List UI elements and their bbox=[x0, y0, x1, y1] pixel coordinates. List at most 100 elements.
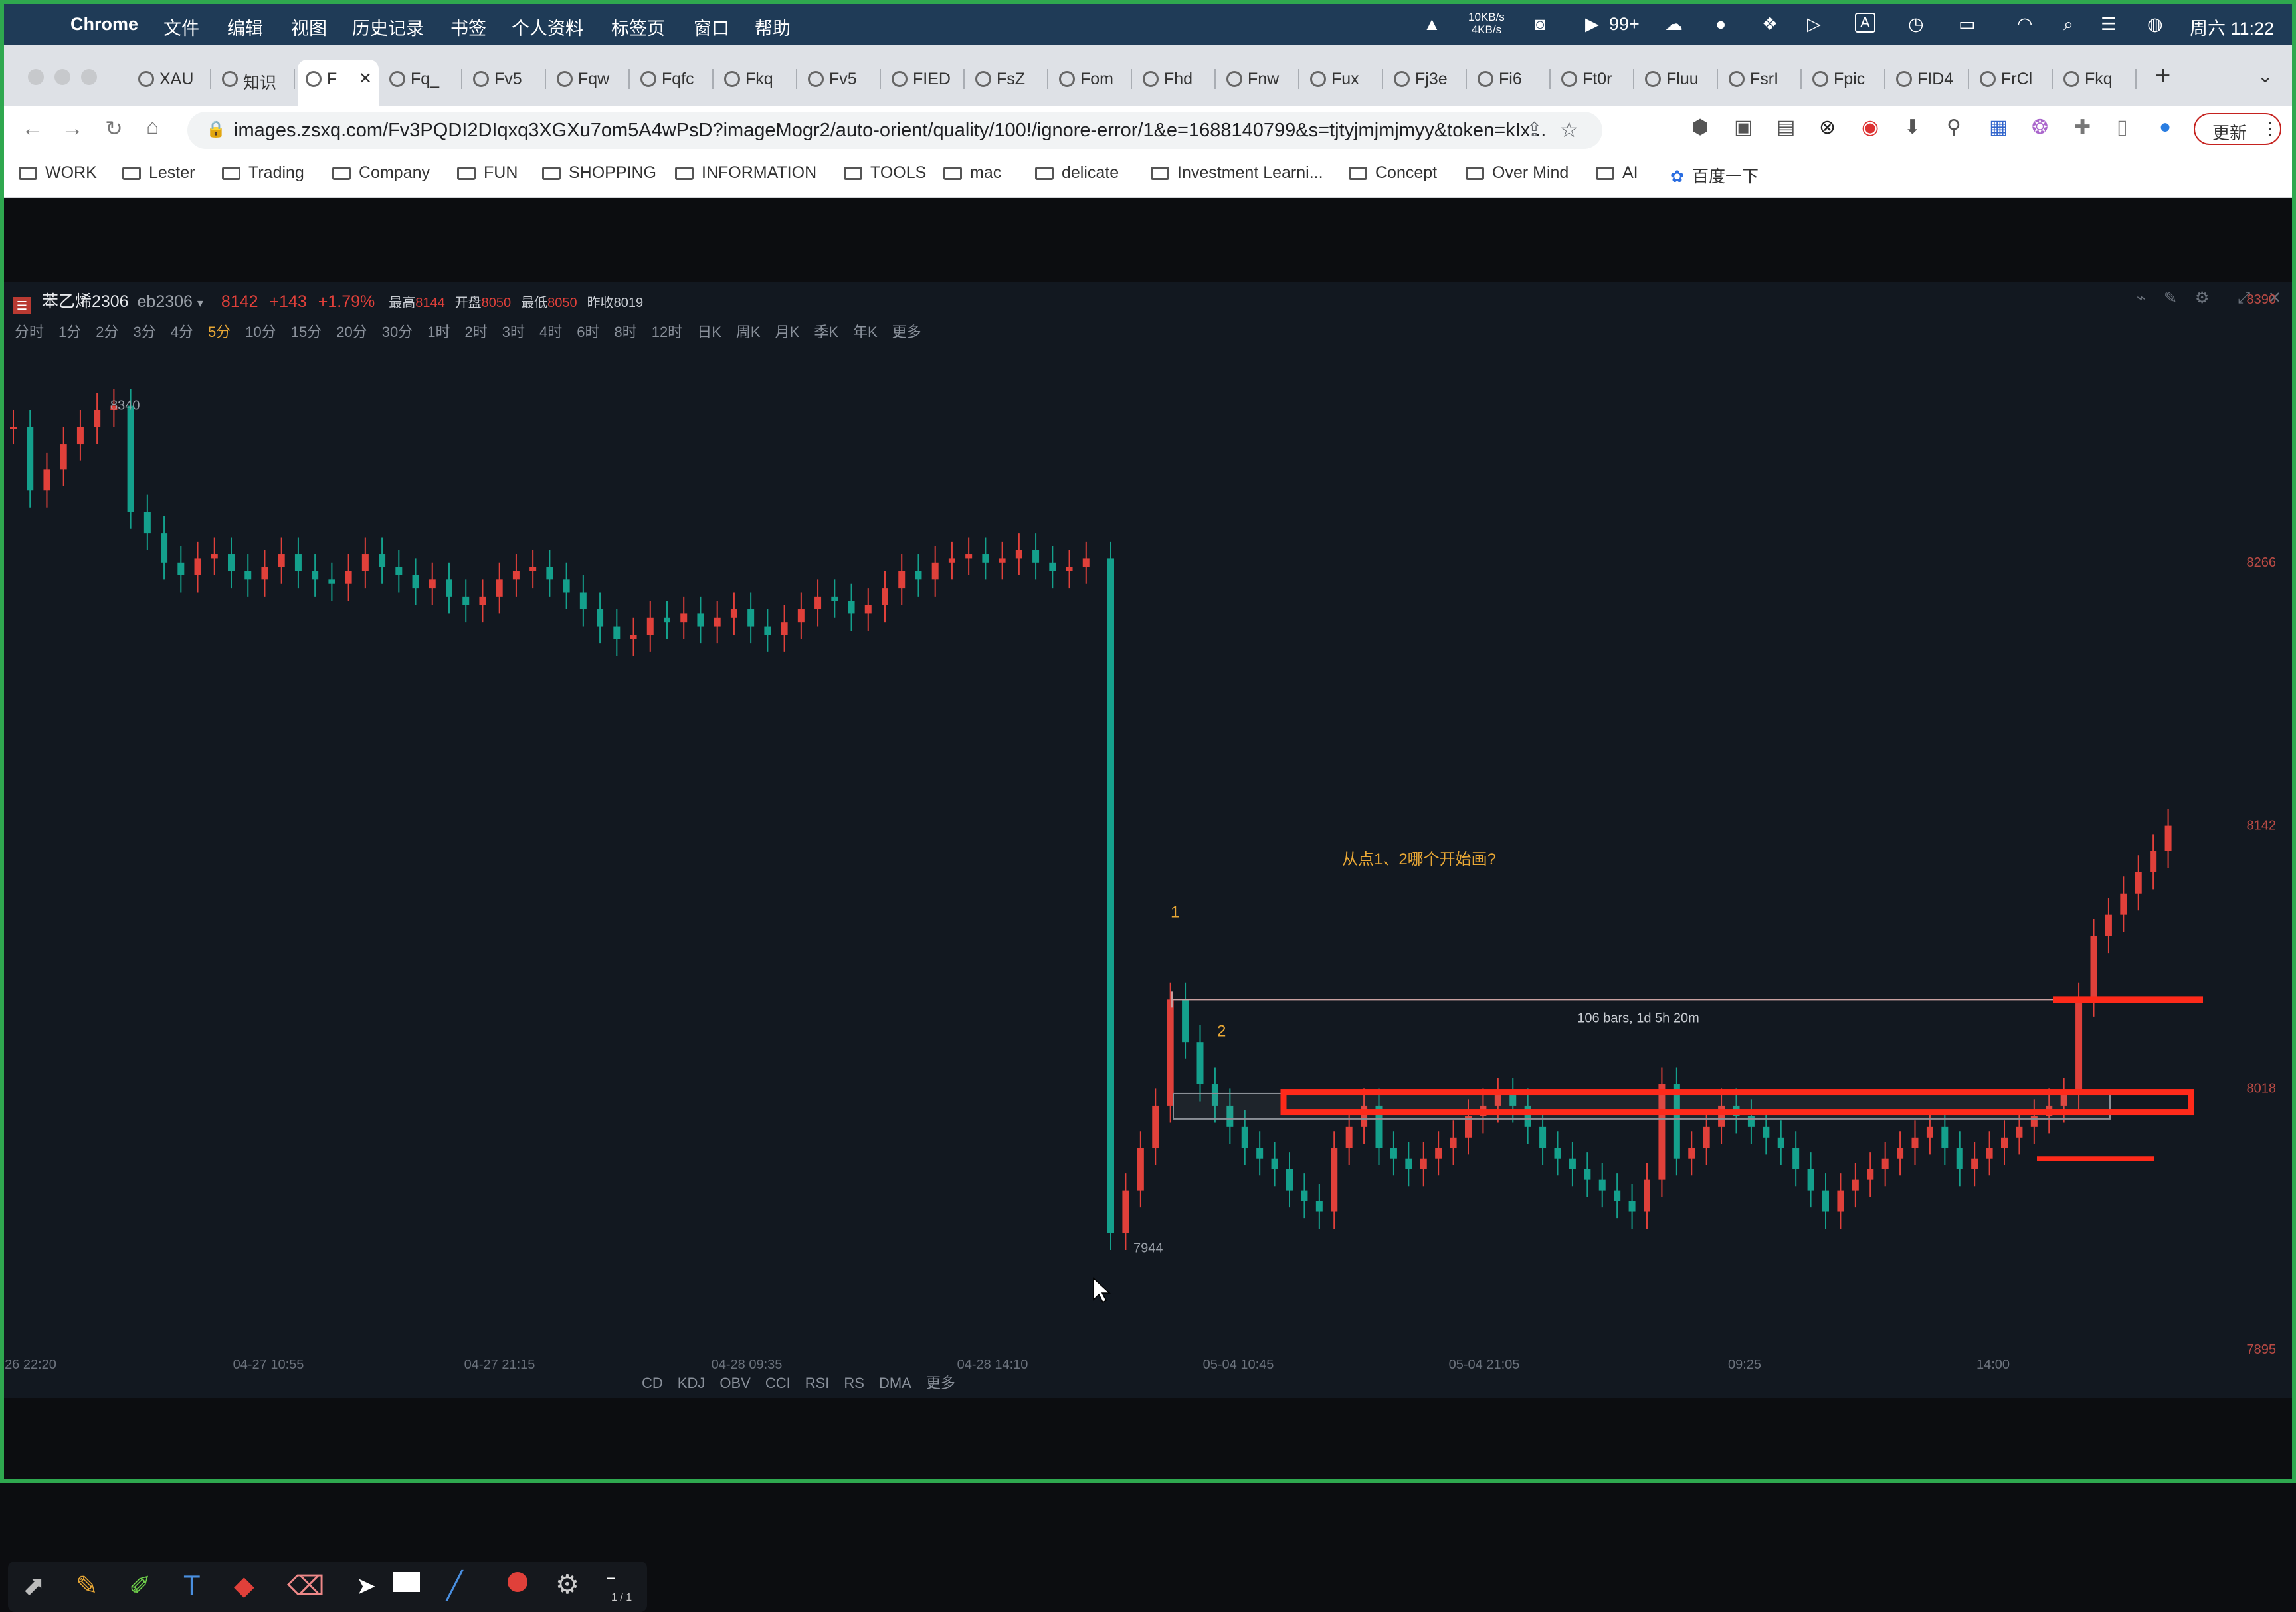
tab[interactable]: Fj3e bbox=[1386, 60, 1467, 98]
instrument-menu-icon[interactable]: ☰ bbox=[13, 297, 31, 314]
tab[interactable]: Fom bbox=[1051, 60, 1132, 98]
address-bar[interactable]: 🔒 images.zsxq.com/Fv3PQDI2DIqxq3XGXu7om5… bbox=[187, 112, 1602, 149]
timeframe-option[interactable]: 2时 bbox=[464, 324, 488, 340]
menu-clock[interactable]: 周六 11:22 bbox=[2190, 19, 2275, 39]
profile-icon[interactable]: ● bbox=[2159, 116, 2172, 138]
tab[interactable]: XAU bbox=[130, 60, 211, 98]
instrument-name[interactable]: 苯乙烯2306 bbox=[41, 292, 129, 311]
battery-icon[interactable]: ▭ bbox=[1959, 14, 1976, 34]
bookmark-item[interactable]: delicate bbox=[1035, 163, 1119, 183]
pointer-tool-icon[interactable]: ⬈ bbox=[23, 1571, 45, 1601]
tab[interactable]: Fv5 bbox=[800, 60, 881, 98]
tab[interactable]: Fqw bbox=[549, 60, 630, 98]
indicator-tab[interactable]: CCI bbox=[765, 1375, 791, 1391]
timeframe-option[interactable]: 更多 bbox=[892, 324, 921, 340]
dot-icon[interactable]: ● bbox=[1715, 14, 1727, 34]
extension-icon[interactable]: ⬇ bbox=[1904, 116, 1921, 138]
timeframe-option[interactable]: 日K bbox=[697, 324, 721, 340]
bookmark-item[interactable]: AI bbox=[1596, 163, 1638, 183]
close-icon[interactable]: ✕ bbox=[2267, 289, 2281, 307]
indicator-tab[interactable]: OBV bbox=[719, 1375, 751, 1391]
timeframe-option[interactable]: 分时 bbox=[15, 324, 45, 340]
menu-profile[interactable]: 个人资料 bbox=[512, 19, 583, 39]
cursor-tool-icon[interactable]: ➤ bbox=[356, 1572, 377, 1599]
candlestick-chart[interactable]: 8390 8266 8142 8018 7895 26 22:20 04-27 10:55 0… bbox=[4, 282, 2292, 1398]
indicator-tab[interactable]: RS bbox=[844, 1375, 864, 1391]
zoom-window-button[interactable] bbox=[81, 69, 97, 85]
tab-active[interactable]: F ✕ bbox=[298, 60, 379, 106]
search-icon[interactable]: ⌕ bbox=[2063, 14, 2074, 34]
timeframe-option[interactable]: 3时 bbox=[502, 324, 525, 340]
bookmark-item[interactable]: Over Mind bbox=[1466, 163, 1569, 183]
timeframe-option[interactable]: 1时 bbox=[427, 324, 450, 340]
tab[interactable]: Fhd bbox=[1135, 60, 1216, 98]
timeframe-option[interactable]: 周K bbox=[735, 324, 761, 340]
menu-window[interactable]: 窗口 bbox=[694, 19, 729, 39]
tab[interactable]: Fi6 bbox=[1470, 60, 1551, 98]
control-center-icon[interactable]: ☰ bbox=[2101, 14, 2117, 34]
back-button[interactable]: ← bbox=[21, 116, 44, 141]
bookmark-item[interactable]: Company bbox=[332, 163, 430, 183]
tab-search-icon[interactable]: ⌄ bbox=[2257, 66, 2273, 86]
tab[interactable]: Ft0r bbox=[1553, 60, 1634, 98]
bookmark-item[interactable]: TOOLS bbox=[844, 163, 926, 183]
tab[interactable]: Fkq bbox=[716, 60, 797, 98]
draw-icon[interactable]: ✎ bbox=[2164, 289, 2178, 307]
cat-icon[interactable]: ▲ bbox=[1423, 14, 1441, 34]
timeframe-option[interactable]: 10分 bbox=[245, 324, 276, 340]
tab[interactable]: Fluu bbox=[1637, 60, 1718, 98]
chevron-down-icon[interactable]: ▾ bbox=[197, 296, 203, 310]
timeframe-option[interactable]: 2分 bbox=[96, 324, 119, 340]
tab[interactable]: FsZ bbox=[967, 60, 1048, 98]
puzzle-icon[interactable]: ✚ bbox=[2074, 116, 2091, 138]
indicator-tab[interactable]: RSI bbox=[805, 1375, 830, 1391]
bookmark-item[interactable]: WORK bbox=[19, 163, 97, 183]
menu-app-name[interactable]: Chrome bbox=[70, 14, 139, 34]
extension-icon[interactable]: ◉ bbox=[1862, 116, 1879, 138]
new-tab-button[interactable]: + bbox=[2155, 61, 2171, 90]
extension-icon[interactable]: ❂ bbox=[2032, 116, 2049, 138]
cloud-icon[interactable]: ☁ bbox=[1665, 14, 1683, 34]
timeframe-option[interactable]: 4分 bbox=[170, 324, 194, 340]
pencil-tool-icon[interactable]: ✎ bbox=[76, 1571, 98, 1601]
home-button[interactable]: ⌂ bbox=[146, 114, 159, 138]
reload-button[interactable]: ↻ bbox=[105, 116, 123, 140]
color-picker-icon[interactable] bbox=[508, 1572, 527, 1592]
menu-view[interactable]: 视图 bbox=[291, 19, 327, 39]
menu-file[interactable]: 文件 bbox=[163, 19, 199, 39]
timeframe-option[interactable]: 12时 bbox=[651, 324, 683, 340]
tab[interactable]: FrCl bbox=[1972, 60, 2053, 98]
siri-icon[interactable]: ◍ bbox=[2147, 14, 2163, 34]
tab[interactable]: FID4 bbox=[1888, 60, 1969, 98]
expand-icon[interactable]: ⤢ bbox=[2238, 289, 2251, 307]
timeframe-option[interactable]: 5分 bbox=[208, 324, 231, 340]
tab[interactable]: Fux bbox=[1302, 60, 1383, 98]
menu-tabs[interactable]: 标签页 bbox=[611, 19, 665, 39]
close-tab-icon[interactable]: ✕ bbox=[358, 70, 372, 88]
close-window-button[interactable] bbox=[28, 69, 44, 85]
extension-icon[interactable]: ▤ bbox=[1776, 116, 1796, 138]
indicator-tab[interactable]: CD bbox=[642, 1375, 663, 1391]
wifi-icon[interactable]: ◠ bbox=[2017, 14, 2033, 34]
sidepanel-icon[interactable]: ▯ bbox=[2117, 116, 2128, 138]
bookmark-item[interactable]: mac bbox=[943, 163, 1001, 183]
indicator-tab[interactable]: 更多 bbox=[925, 1375, 955, 1391]
tab[interactable]: Fkq bbox=[2056, 60, 2137, 98]
minimize-window-button[interactable] bbox=[54, 69, 70, 85]
timeframe-option[interactable]: 1分 bbox=[58, 324, 82, 340]
extension-icon[interactable]: ⊗ bbox=[1819, 116, 1836, 138]
text-tool-icon[interactable]: T bbox=[183, 1569, 201, 1601]
timeframe-option[interactable]: 3分 bbox=[133, 324, 156, 340]
indicator-icon[interactable]: ⌁ bbox=[2136, 289, 2147, 307]
menu-history[interactable]: 历史记录 bbox=[352, 19, 424, 39]
timeframe-option[interactable]: 30分 bbox=[381, 324, 413, 340]
menu-bookmarks[interactable]: 书签 bbox=[450, 19, 486, 39]
timeframe-option[interactable]: 年K bbox=[852, 324, 878, 340]
extension-icon[interactable]: ⚲ bbox=[1947, 116, 1961, 138]
bookmark-item[interactable]: INFORMATION bbox=[675, 163, 816, 183]
share-icon[interactable]: ⇪ bbox=[1525, 119, 1543, 141]
eraser-tool-icon[interactable]: ⌫ bbox=[287, 1571, 325, 1601]
shape-tool-icon[interactable]: ◆ bbox=[234, 1571, 254, 1601]
timeframe-option[interactable]: 6时 bbox=[577, 324, 600, 340]
menu-edit[interactable]: 编辑 bbox=[227, 19, 263, 39]
